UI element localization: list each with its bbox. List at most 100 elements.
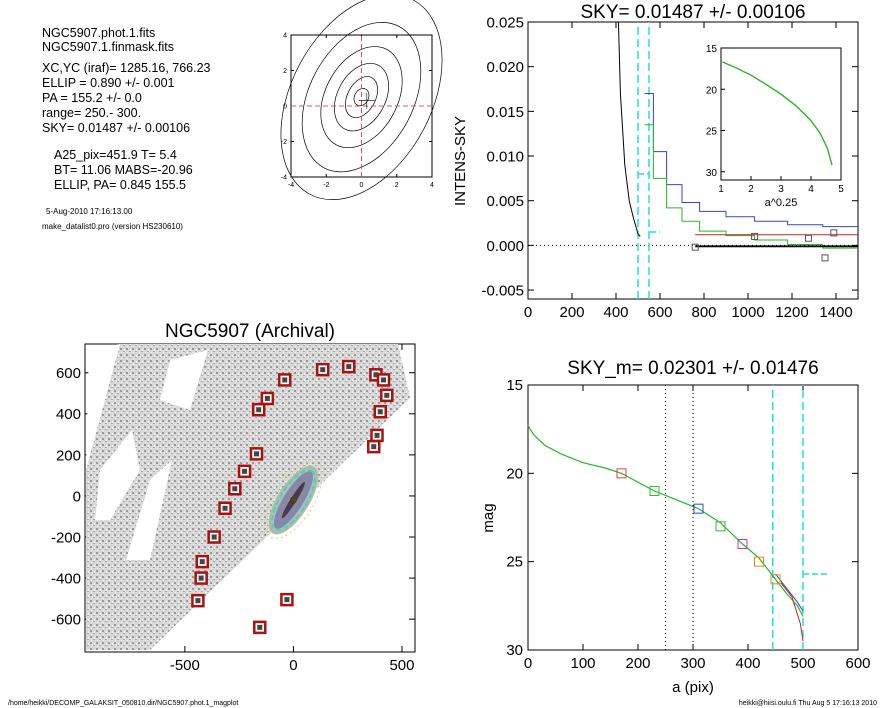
- mask-box-core: [195, 598, 201, 604]
- mask-box-core: [320, 367, 326, 373]
- green-step-series: [644, 124, 858, 249]
- mag-title: SKY_m= 0.02301 +/- 0.01476: [567, 358, 818, 379]
- x-tick-label: 200: [559, 304, 584, 321]
- x-tick-label: 600: [845, 655, 870, 672]
- mag-square-marker: [649, 486, 660, 496]
- y-tick-label: -4: [281, 175, 287, 182]
- contour-level: [320, 46, 403, 149]
- x-tick-label: 600: [647, 304, 672, 321]
- inset-x-tick-label: 4: [808, 184, 814, 195]
- y-tick-label: -2: [281, 139, 287, 146]
- x-tick-label: 4: [430, 182, 434, 189]
- header-line-7: A25_pix=451.9 T= 5.4: [54, 148, 177, 162]
- header-line-8: BT= 11.06 MABS=-20.96: [54, 163, 193, 177]
- mask-box-core: [254, 451, 260, 457]
- inset-bg: [721, 48, 841, 180]
- header-line-6: SKY= 0.01487 +/- 0.00106: [42, 121, 190, 135]
- x-tick-label: -500: [170, 657, 200, 674]
- x-tick-label: 0: [524, 655, 532, 672]
- sky-square-marker: [751, 232, 759, 240]
- image-axes: -500 0 500 -600 -400 -200 0 200 400 600: [51, 343, 416, 674]
- x-tick-label: 500: [790, 655, 815, 672]
- image-title: NGC5907 (Archival): [165, 321, 335, 342]
- sky-frame: [527, 21, 859, 300]
- mag-xlabel: a (pix): [672, 679, 714, 696]
- mask-box-core: [373, 372, 379, 378]
- inset-y-tick-label: 30: [706, 168, 718, 179]
- mask-box-core: [256, 407, 262, 413]
- inset-xlabel: a^0.25: [765, 197, 798, 209]
- mask-box-core: [284, 597, 290, 603]
- mag-square-marker: [715, 521, 726, 532]
- y-tick-label: 15: [506, 377, 523, 394]
- y-tick-label: 25: [506, 554, 523, 571]
- y-tick-label: 0: [73, 488, 81, 505]
- sky-square-marker: [830, 229, 838, 237]
- contour-level: [280, 0, 443, 201]
- mag-square-marker: [737, 539, 748, 549]
- mag-square-marker: [770, 574, 781, 585]
- contour-axes: -4 -2 0 2 4 -4 -2 0 2 4: [280, 0, 443, 201]
- header-date: 5-Aug-2010 17:16:13.00: [46, 207, 133, 216]
- contour-level: [345, 76, 378, 118]
- y-tick-label: -0.005: [481, 282, 524, 299]
- inset-y-tick-label: 15: [706, 44, 718, 55]
- mask-box-core: [384, 392, 390, 398]
- galaxy-bulge: [290, 497, 297, 504]
- inset-x-tick-label: 2: [748, 184, 754, 195]
- y-tick-label: -200: [51, 529, 81, 546]
- header-line-1: NGC5907.1.finmask.fits: [42, 40, 174, 54]
- x-tick-label: 2: [395, 182, 399, 189]
- sky-ylabel: INTENS-SKY: [452, 116, 469, 206]
- x-tick-label: -2: [323, 182, 329, 189]
- header-line-9: ELLIP, PA= 0.845 155.5: [54, 178, 186, 192]
- footer-left: /home/heikki/DECOMP_GALAKSIT_050810.dir/…: [8, 700, 238, 707]
- inset-x-tick-label: 1: [718, 184, 724, 195]
- mask-box-core: [232, 486, 238, 492]
- mask-box-core: [374, 432, 380, 438]
- isophote-blue: [276, 475, 310, 525]
- y-tick-label: 0.015: [486, 104, 524, 121]
- y-tick-label: 400: [56, 406, 81, 423]
- mag-square-marker: [693, 503, 704, 514]
- y-tick-label: -400: [51, 570, 81, 587]
- y-tick-label: 0.005: [486, 193, 524, 210]
- mask-box-core: [346, 364, 352, 370]
- sky-plot-area: [528, 22, 858, 299]
- mask-box-core: [264, 395, 270, 401]
- mag-blue-tail: [775, 573, 804, 612]
- y-tick-label: 600: [56, 365, 81, 382]
- y-tick-label: 0.020: [486, 59, 524, 76]
- y-tick-label: -600: [51, 612, 81, 629]
- header-line-0: NGC5907.phot.1.fits: [42, 26, 155, 40]
- x-tick-label: 0: [360, 182, 364, 189]
- mask-box-core: [371, 444, 377, 450]
- y-tick-label: 0.025: [486, 14, 524, 31]
- sky-square-marker: [691, 243, 699, 251]
- x-tick-label: 300: [680, 655, 705, 672]
- mask-box-core: [211, 534, 217, 540]
- x-tick-label: 500: [389, 657, 414, 674]
- x-tick-label: 800: [691, 304, 716, 321]
- mag-ylabel: mag: [480, 503, 497, 532]
- inset-x-tick-label: 5: [838, 184, 844, 195]
- mag-red-tail: [780, 582, 804, 642]
- isophote-cyan: [271, 469, 316, 531]
- blank-region: [86, 344, 120, 470]
- contour-level: [301, 22, 422, 173]
- y-tick-label: 2: [283, 68, 287, 75]
- header-line-4: PA = 155.2 +/- 0.0: [42, 91, 142, 105]
- header-program: make_datalist0.pro (version HS230610): [42, 222, 183, 231]
- image-area: [86, 344, 410, 650]
- mask-box-core: [282, 377, 288, 383]
- inset-y-tick-label: 20: [706, 85, 718, 96]
- x-tick-label: 200: [625, 655, 650, 672]
- inset-y-tick-label: 25: [706, 127, 718, 138]
- intensity-profile: [617, 22, 641, 237]
- y-tick-label: 0.000: [486, 238, 524, 255]
- x-tick-label: -4: [288, 182, 294, 189]
- x-tick-label: 1000: [731, 304, 764, 321]
- header-line-3: ELLIP = 0.890 +/- 0.001: [42, 76, 175, 90]
- x-tick-label: 1200: [775, 304, 808, 321]
- footer-right: heikki@hiisi.oulu.fi Thu Aug 5 17:16:13 …: [739, 700, 877, 707]
